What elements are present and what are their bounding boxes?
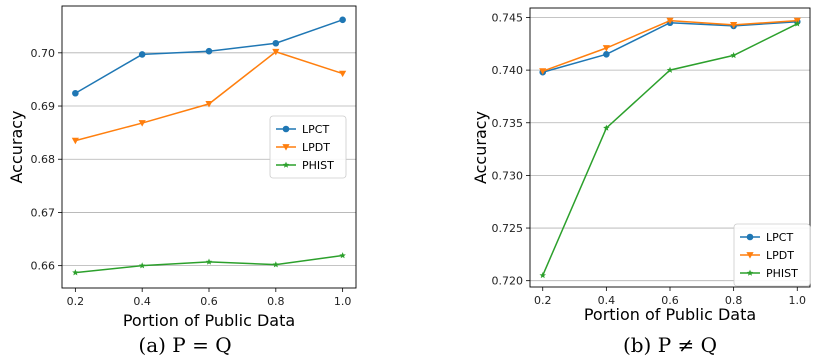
- y-tick-label: 0.67: [31, 206, 56, 219]
- legend-marker-lpdt: [282, 144, 290, 151]
- series-line-phist: [75, 254, 343, 274]
- legend-box: [733, 223, 811, 287]
- chart-panel-b: 0.720 0.725 0.730 0.735 0.740 0.745 0.2 0.4 0.6 0…: [471, 7, 811, 357]
- x-tick-label: 1.0: [789, 294, 807, 307]
- legend-marker-lpct: [746, 233, 754, 241]
- x-tick-label: 0.8: [725, 294, 743, 307]
- legend-marker-lpdt: [746, 252, 754, 259]
- series-line-lpdt: [542, 19, 798, 72]
- legend-label-lpct: LPCT: [302, 123, 329, 136]
- x-tick-label: 0.8: [267, 295, 285, 308]
- y-tick-label: 0.69: [31, 100, 56, 113]
- data-point-lpct: [205, 47, 213, 55]
- legend-label-phist: PHIST: [766, 267, 798, 280]
- legend-label-lpdt: LPDT: [302, 141, 330, 154]
- data-point-lpdt: [602, 45, 610, 52]
- y-tick-label: 0.720: [492, 275, 524, 288]
- data-point-phist: [205, 258, 213, 265]
- y-tick-label: 0.66: [31, 260, 56, 273]
- panel-caption: (a) P = Q: [138, 333, 231, 357]
- x-tick-label: 0.2: [534, 294, 552, 307]
- legend-label-lpct: LPCT: [766, 231, 793, 244]
- data-point-lpdt: [71, 137, 79, 145]
- x-tick-label: 0.6: [200, 295, 218, 308]
- data-point-lpct: [339, 16, 346, 24]
- legend-box: [269, 115, 347, 179]
- series-line-lpct: [74, 19, 343, 94]
- y-tick-label: 0.725: [492, 222, 524, 235]
- legend-marker-phist: [746, 269, 754, 276]
- data-point-lpdt: [339, 70, 347, 78]
- y-axis-label: Accuracy: [7, 110, 26, 183]
- y-tick-label: 0.68: [31, 153, 56, 166]
- data-point-lpdt: [666, 17, 674, 25]
- legend-marker-phist: [282, 161, 290, 168]
- data-point-lpct: [72, 89, 79, 97]
- y-axis-label: Accuracy: [471, 111, 490, 184]
- x-tick-label: 0.4: [133, 295, 151, 308]
- y-tick-label: 0.745: [492, 11, 524, 24]
- y-tick-label: 0.735: [492, 117, 524, 130]
- data-point-lpdt: [138, 120, 146, 127]
- x-tick-label: 0.2: [67, 295, 85, 308]
- data-point-lpdt: [272, 48, 280, 56]
- panel-caption: (b) P ≠ Q: [623, 333, 717, 357]
- data-point-lpct: [138, 51, 146, 58]
- data-point-phist: [72, 269, 79, 276]
- data-point-phist: [666, 66, 674, 73]
- data-point-phist: [272, 261, 280, 268]
- x-axis-label: Portion of Public Data: [123, 311, 295, 330]
- legend-label-phist: PHIST: [302, 159, 334, 172]
- data-point-phist: [539, 272, 546, 279]
- legend-marker-lpct: [282, 125, 290, 133]
- data-point-phist: [794, 20, 801, 27]
- x-tick-label: 0.6: [661, 294, 679, 307]
- x-axis-label: Portion of Public Data: [584, 305, 756, 324]
- data-point-lpdt: [205, 101, 213, 108]
- data-point-phist: [138, 262, 146, 269]
- legend-label-lpdt: LPDT: [766, 249, 794, 262]
- data-point-lpct: [603, 51, 610, 58]
- x-tick-label: 1.0: [334, 295, 352, 308]
- y-tick-label: 0.730: [492, 169, 524, 182]
- data-point-lpdt: [730, 21, 738, 29]
- data-point-phist: [603, 124, 610, 131]
- y-tick-label: 0.70: [31, 47, 56, 60]
- x-tick-label: 0.4: [598, 294, 616, 307]
- data-point-lpct: [272, 39, 280, 47]
- series-line-lpct: [542, 20, 798, 73]
- data-point-phist: [339, 252, 346, 259]
- chart-panel-a: 0.66 0.67 0.68 0.69 0.70 0.2 0.4 0.6 0.8 1.0 Porti…: [7, 5, 357, 357]
- y-tick-label: 0.740: [492, 64, 524, 77]
- data-point-phist: [730, 51, 737, 59]
- data-point-lpdt: [539, 68, 547, 75]
